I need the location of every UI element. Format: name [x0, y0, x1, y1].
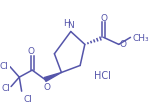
Text: O: O	[119, 39, 126, 48]
Text: O: O	[100, 13, 107, 22]
Polygon shape	[44, 73, 61, 82]
Text: Cl: Cl	[1, 83, 10, 92]
Text: Cl: Cl	[24, 94, 33, 103]
Text: CH₃: CH₃	[133, 34, 149, 42]
Text: Cl: Cl	[0, 61, 9, 70]
Text: N: N	[67, 20, 74, 29]
Text: H: H	[63, 19, 69, 28]
Text: HCl: HCl	[94, 70, 111, 80]
Text: O: O	[43, 83, 50, 92]
Text: O: O	[27, 47, 34, 56]
